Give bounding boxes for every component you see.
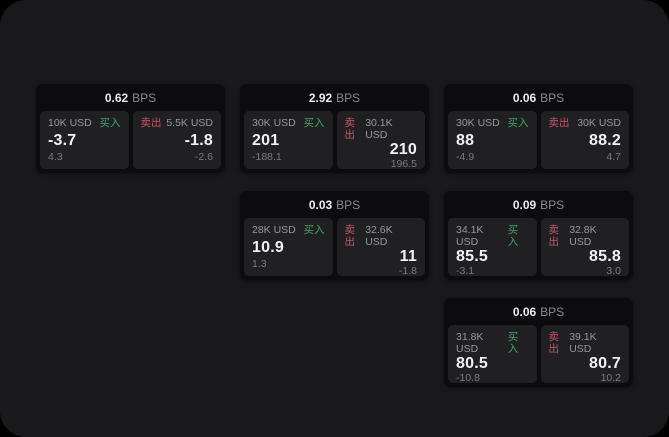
quote-card[interactable]: 0.03 BPS 28K USD 买入 10.9 1.3 卖出 32.6K US…: [240, 191, 429, 280]
sell-price: -1.8: [184, 131, 213, 149]
buy-amount: 34.1K USD: [456, 224, 484, 248]
buy-amount: 10K USD: [48, 117, 92, 129]
buy-panel[interactable]: 31.8K USD 买入 80.5 -10.8: [448, 325, 537, 384]
quote-card[interactable]: 2.92 BPS 30K USD 买入 201 -188.1 卖出 30.1K …: [240, 84, 429, 173]
sell-amount: 32.6K USD: [365, 224, 393, 248]
sell-amount: 30K USD: [577, 117, 621, 129]
buy-side-label: 买入: [507, 117, 529, 129]
quote-card[interactable]: 0.62 BPS 10K USD 买入 -3.7 4.3 卖出 5.5K USD: [36, 84, 225, 173]
buy-delta: -4.9: [456, 151, 475, 163]
bps-value: 2.92: [308, 90, 333, 105]
sell-panel[interactable]: 卖出 39.1K USD 80.7 10.2: [540, 325, 629, 384]
buy-price: -3.7: [48, 131, 77, 149]
quote-body: 10K USD 买入 -3.7 4.3 卖出 5.5K USD -1.8 -2.…: [36, 111, 225, 169]
bps-value: 0.09: [512, 197, 537, 212]
sell-price: 85.8: [589, 248, 621, 265]
sell-side-label: 卖出: [548, 117, 570, 129]
sell-panel[interactable]: 卖出 30.1K USD 210 196.5: [336, 111, 425, 170]
buy-delta: -10.8: [456, 372, 480, 384]
sell-delta: -1.8: [398, 265, 417, 277]
buy-amount: 30K USD: [456, 117, 500, 129]
buy-panel[interactable]: 30K USD 买入 88 -4.9: [448, 111, 537, 169]
buy-side-label: 买入: [303, 117, 325, 129]
bps-value: 0.62: [104, 90, 129, 105]
buy-amount: 28K USD: [252, 224, 296, 236]
buy-delta: -188.1: [252, 151, 282, 163]
bps-value: 0.03: [308, 197, 333, 212]
sell-delta: 3.0: [606, 265, 621, 277]
buy-side-label: 买入: [507, 224, 519, 248]
sell-price: 80.7: [589, 355, 621, 372]
buy-amount: 30K USD: [252, 117, 296, 129]
buy-panel[interactable]: 34.1K USD 买入 85.5 -3.1: [448, 218, 537, 277]
sell-amount: 39.1K USD: [569, 331, 597, 355]
sell-panel[interactable]: 卖出 32.8K USD 85.8 3.0: [540, 218, 629, 277]
sell-side-label: 卖出: [140, 117, 162, 129]
quote-body: 28K USD 买入 10.9 1.3 卖出 32.6K USD 11 -1.8: [240, 218, 429, 277]
buy-price: 201: [252, 131, 280, 149]
buy-price: 88: [456, 131, 475, 149]
buy-price: 85.5: [456, 248, 488, 265]
bps-unit-label: BPS: [336, 90, 361, 105]
buy-side-label: 买入: [507, 331, 519, 355]
sell-price: 210: [389, 141, 417, 158]
bps-header: 0.09 BPS: [444, 191, 633, 218]
bps-unit-label: BPS: [540, 197, 565, 212]
sell-side-label: 卖出: [344, 117, 356, 141]
bps-header: 0.06 BPS: [444, 84, 633, 111]
buy-side-label: 买入: [99, 117, 121, 129]
buy-panel[interactable]: 10K USD 买入 -3.7 4.3: [40, 111, 129, 169]
sell-panel[interactable]: 卖出 5.5K USD -1.8 -2.6: [132, 111, 221, 169]
sell-amount: 30.1K USD: [365, 117, 393, 141]
sell-side-label: 卖出: [344, 224, 356, 248]
sell-delta: 10.2: [600, 372, 621, 384]
buy-side-label: 买入: [303, 224, 325, 236]
sell-side-label: 卖出: [548, 224, 560, 248]
sell-price: 88.2: [589, 131, 621, 149]
buy-delta: 4.3: [48, 151, 63, 163]
sell-delta: 196.5: [390, 158, 417, 170]
quote-body: 34.1K USD 买入 85.5 -3.1 卖出 32.8K USD 85.8…: [444, 218, 633, 277]
buy-panel[interactable]: 30K USD 买入 201 -188.1: [244, 111, 333, 169]
quote-body: 30K USD 买入 88 -4.9 卖出 30K USD 88.2 4.7: [444, 111, 633, 169]
buy-price: 10.9: [252, 238, 284, 256]
sell-amount: 32.8K USD: [569, 224, 597, 248]
quote-card[interactable]: 0.09 BPS 34.1K USD 买入 85.5 -3.1 卖出 32.8K…: [444, 191, 633, 280]
quote-body: 30K USD 买入 201 -188.1 卖出 30.1K USD 210 1…: [240, 111, 429, 170]
buy-delta: -3.1: [456, 265, 475, 277]
bps-header: 0.62 BPS: [36, 84, 225, 111]
bps-unit-label: BPS: [540, 90, 565, 105]
bps-value: 0.06: [512, 304, 537, 319]
bps-unit-label: BPS: [336, 197, 361, 212]
quote-body: 31.8K USD 买入 80.5 -10.8 卖出 39.1K USD 80.…: [444, 325, 633, 384]
bps-value: 0.06: [512, 90, 537, 105]
bps-unit-label: BPS: [540, 304, 565, 319]
quote-card[interactable]: 0.06 BPS 31.8K USD 买入 80.5 -10.8 卖出 39.1…: [444, 298, 633, 387]
sell-panel[interactable]: 卖出 30K USD 88.2 4.7: [540, 111, 629, 169]
sell-side-label: 卖出: [548, 331, 560, 355]
bps-header: 2.92 BPS: [240, 84, 429, 111]
bps-header: 0.03 BPS: [240, 191, 429, 218]
buy-panel[interactable]: 28K USD 买入 10.9 1.3: [244, 218, 333, 276]
sell-amount: 5.5K USD: [166, 117, 213, 129]
bps-unit-label: BPS: [132, 90, 157, 105]
quote-card[interactable]: 0.06 BPS 30K USD 买入 88 -4.9 卖出 30K USD: [444, 84, 633, 173]
sell-delta: 4.7: [606, 151, 621, 163]
bps-header: 0.06 BPS: [444, 298, 633, 325]
sell-delta: -2.6: [194, 151, 213, 163]
buy-amount: 31.8K USD: [456, 331, 484, 355]
buy-delta: 1.3: [252, 258, 267, 270]
buy-price: 80.5: [456, 355, 488, 372]
sell-price: 11: [399, 248, 417, 265]
sell-panel[interactable]: 卖出 32.6K USD 11 -1.8: [336, 218, 425, 277]
